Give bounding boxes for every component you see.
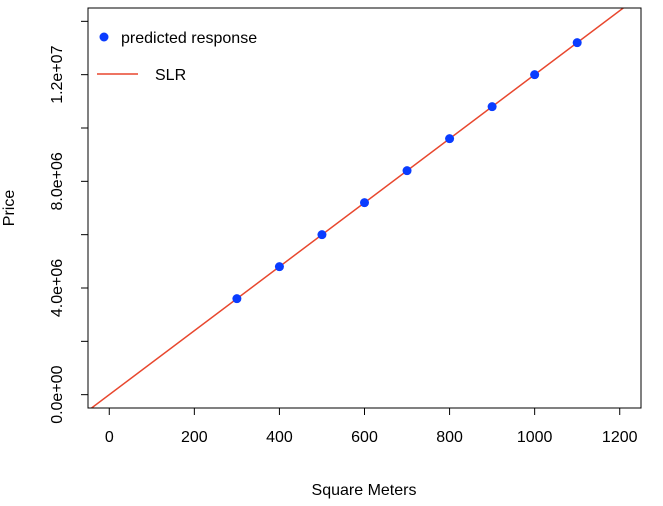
data-point [530, 70, 540, 80]
legend: predicted response SLR [88, 8, 257, 98]
legend-label-slr: SLR [155, 67, 186, 84]
y-tick-label: 8.0e+06 [49, 152, 66, 210]
x-axis-title: Square Meters [312, 482, 417, 499]
legend-box [88, 8, 208, 98]
y-axis-title: Price [1, 190, 18, 227]
data-point [317, 230, 327, 240]
x-tick-label: 400 [266, 429, 293, 446]
y-tick-label: 4.0e+06 [49, 259, 66, 317]
y-tick-label: 1.2e+07 [49, 45, 66, 103]
data-point [487, 102, 497, 112]
data-point [445, 134, 455, 144]
data-point [572, 38, 582, 48]
data-point [402, 166, 412, 176]
y-tick-label: 0.0e+00 [49, 365, 66, 423]
data-point [360, 198, 369, 208]
legend-point-marker [99, 32, 109, 42]
data-point [232, 294, 242, 304]
axes: 0 200 400 600 800 1000 1200 0.0e+00 4.0e+06 8.0e+… [49, 7, 642, 446]
legend-label-predicted-response: predicted response [121, 30, 257, 47]
x-tick-label: 600 [351, 429, 378, 446]
x-tick-label: 1000 [517, 429, 553, 446]
x-tick-label: 0 [105, 429, 114, 446]
x-tick-label: 1200 [602, 429, 638, 446]
x-tick-label: 200 [181, 429, 208, 446]
plot-area [90, 8, 625, 408]
data-point [274, 262, 284, 272]
x-tick-label: 800 [436, 429, 463, 446]
